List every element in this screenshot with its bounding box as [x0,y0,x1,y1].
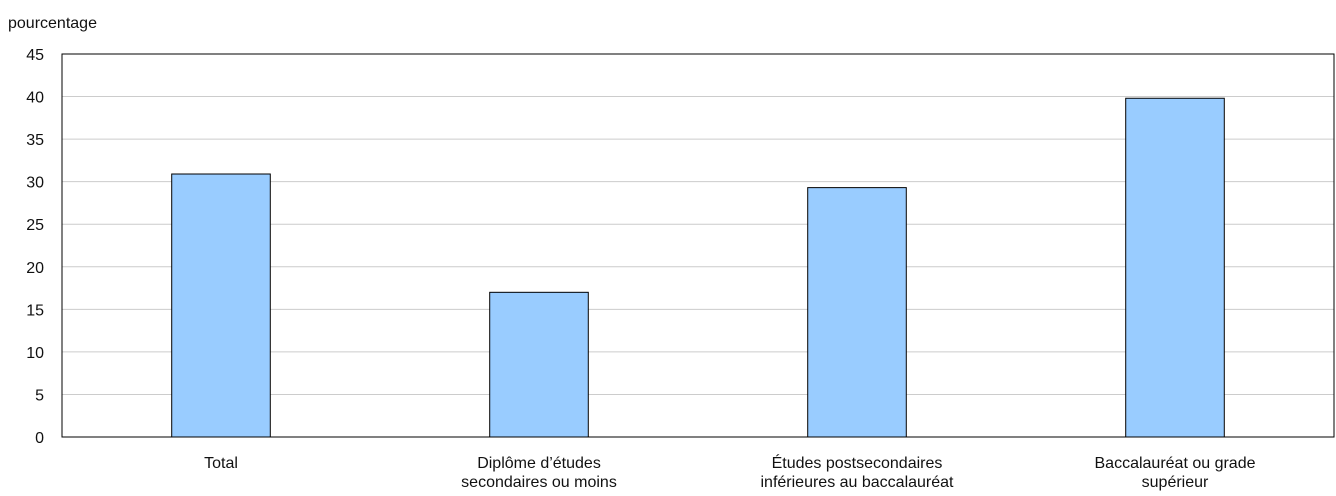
y-tick-label: 20 [26,260,44,277]
x-category-labels: Total Diplôme d’études secondaires ou moin… [204,453,1256,491]
y-tick-labels: 0 5 10 15 20 25 30 35 40 45 [26,47,44,447]
x-category-label: Baccalauréat ou grade supérieur [1095,455,1256,491]
x-category-label-line: Total [204,455,238,472]
y-tick-label: 45 [26,47,44,64]
x-category-label-line: Études postsecondaires [772,453,943,472]
plot-frame [61,53,1335,438]
bar [489,291,589,438]
y-tick-label: 5 [35,387,44,404]
bar [1125,97,1225,438]
y-tick-label: 0 [35,430,44,447]
y-tick-label: 40 [26,90,44,107]
x-category-label: Diplôme d’études secondaires ou moins [461,455,617,491]
y-tick-label: 15 [26,302,44,319]
y-tick-label: 35 [26,132,44,149]
axes [61,53,1335,438]
y-tick-label: 10 [26,345,44,362]
x-category-label-line: inférieures au baccalauréat [760,474,954,491]
gridlines [62,96,1334,395]
x-category-label-line: Baccalauréat ou grade [1095,455,1256,472]
x-category-label: Études postsecondaires inférieures au bac… [760,453,954,491]
y-tick-label: 30 [26,175,44,192]
bar [807,187,907,438]
y-axis-unit-label: pourcentage [8,15,97,32]
y-tick-label: 25 [26,217,44,234]
x-category-label-line: Diplôme d’études [477,455,601,472]
bars [171,97,1225,438]
x-category-label-line: secondaires ou moins [461,474,617,491]
x-category-label-line: supérieur [1142,474,1209,491]
bar [171,173,271,438]
x-category-label: Total [204,455,238,472]
